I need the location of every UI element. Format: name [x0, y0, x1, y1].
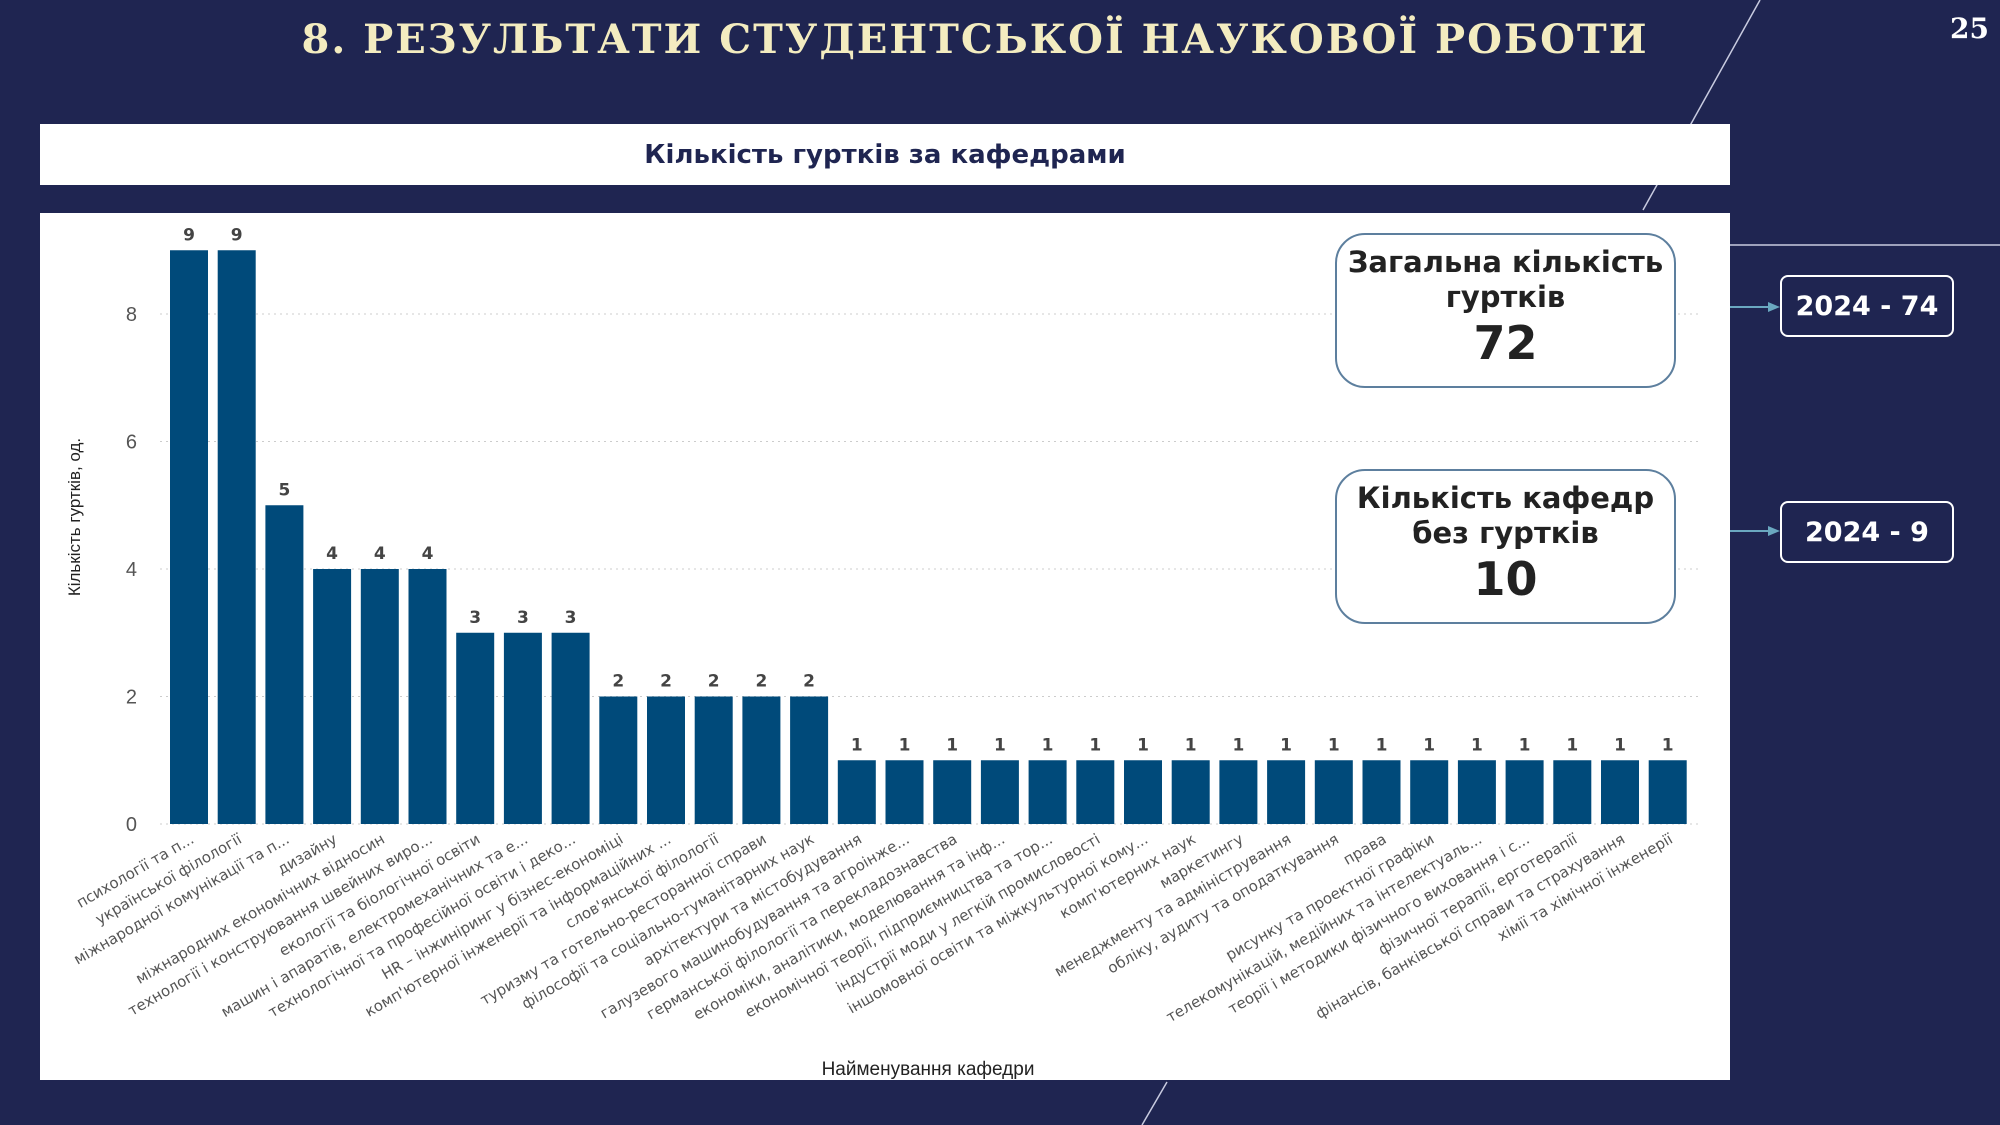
- bar: [1219, 760, 1258, 824]
- data-label: 1: [1232, 735, 1244, 755]
- bar: [1267, 760, 1306, 824]
- y-tick-label: 4: [126, 559, 137, 581]
- bar: [885, 760, 924, 824]
- total-clubs-card: Загальна кількість гуртків 72: [1335, 233, 1676, 388]
- bar: [360, 569, 399, 824]
- y-tick-label: 6: [126, 432, 137, 454]
- data-label: 1: [1042, 735, 1054, 755]
- data-label: 3: [565, 608, 577, 628]
- y-axis-label: Кількість гуртків, од.: [65, 438, 84, 596]
- bar: [1457, 760, 1496, 824]
- bar: [1314, 760, 1353, 824]
- bar: [933, 760, 972, 824]
- bar: [1648, 760, 1687, 824]
- data-label: 1: [1614, 735, 1626, 755]
- previous-total-badge: 2024 - 74: [1780, 275, 1954, 337]
- bar: [599, 696, 638, 824]
- x-axis-label: Найменування кафедри: [822, 1059, 1035, 1080]
- bar: [790, 696, 829, 824]
- bar: [217, 250, 256, 824]
- data-label: 1: [899, 735, 911, 755]
- chart-panel: 0 2 4 6 8 9 9 5 4 4 4 3 3 3 2 2 2 2 2 1 1 1 1 1 1 1 1 1 1 1 1 1 1 1 1 1 1 пси…: [40, 213, 1730, 1080]
- total-clubs-label: Загальна кількість гуртків: [1347, 245, 1664, 314]
- bar: [837, 760, 876, 824]
- bar: [313, 569, 352, 824]
- data-label: 5: [278, 480, 290, 500]
- bar: [1076, 760, 1115, 824]
- bar: [1028, 760, 1067, 824]
- data-label: 1: [1519, 735, 1531, 755]
- bar: [1362, 760, 1401, 824]
- data-label: 2: [660, 672, 672, 692]
- departments-without-clubs-card: Кількість кафедр без гуртків 10: [1335, 469, 1676, 624]
- data-label: 2: [803, 672, 815, 692]
- data-label: 1: [1328, 735, 1340, 755]
- data-label: 1: [1662, 735, 1674, 755]
- bar: [1410, 760, 1449, 824]
- y-tick-label: 8: [126, 304, 137, 326]
- bar: [551, 632, 590, 824]
- bar: [1171, 760, 1210, 824]
- data-label: 1: [1376, 735, 1388, 755]
- bar: [694, 696, 733, 824]
- data-label: 1: [994, 735, 1006, 755]
- bar: [408, 569, 447, 824]
- bar: [1553, 760, 1592, 824]
- data-label: 2: [708, 672, 720, 692]
- bar: [456, 632, 495, 824]
- data-label: 1: [1423, 735, 1435, 755]
- data-label: 4: [374, 544, 386, 564]
- bar: [1124, 760, 1162, 824]
- data-label: 3: [517, 608, 529, 628]
- data-label: 1: [851, 735, 863, 755]
- bar: [265, 505, 304, 824]
- data-label: 2: [755, 672, 767, 692]
- bar: [1601, 760, 1639, 824]
- page-number: 25: [1950, 12, 1989, 45]
- slide-title: 8. РЕЗУЛЬТАТИ СТУДЕНТСЬКОЇ НАУКОВОЇ РОБО…: [301, 16, 1649, 63]
- data-label: 4: [326, 544, 338, 564]
- data-label: 1: [1137, 735, 1149, 755]
- data-label: 1: [946, 735, 958, 755]
- departments-without-clubs-label: Кількість кафедр без гуртків: [1356, 481, 1655, 550]
- data-label: 9: [231, 225, 243, 245]
- data-label: 3: [469, 608, 481, 628]
- bar: [647, 696, 685, 824]
- data-label: 1: [1471, 735, 1483, 755]
- total-clubs-value: 72: [1473, 316, 1538, 370]
- bar: [503, 632, 542, 824]
- bar: [980, 760, 1019, 824]
- data-label: 1: [1185, 735, 1197, 755]
- previous-without-badge: 2024 - 9: [1780, 501, 1954, 563]
- bar: [1505, 760, 1544, 824]
- chart-header: Кількість гуртків за кафедрами: [40, 124, 1730, 185]
- data-label: 1: [1566, 735, 1578, 755]
- departments-without-clubs-value: 10: [1473, 552, 1538, 606]
- data-label: 1: [1089, 735, 1101, 755]
- chart-header-text: Кількість гуртків за кафедрами: [644, 139, 1126, 170]
- y-tick-label: 2: [126, 687, 137, 709]
- bar: [170, 250, 208, 824]
- data-label: 1: [1280, 735, 1292, 755]
- data-label: 4: [422, 544, 434, 564]
- y-tick-label: 0: [126, 814, 137, 836]
- data-label: 2: [612, 672, 624, 692]
- data-label: 9: [183, 225, 195, 245]
- bar: [742, 696, 781, 824]
